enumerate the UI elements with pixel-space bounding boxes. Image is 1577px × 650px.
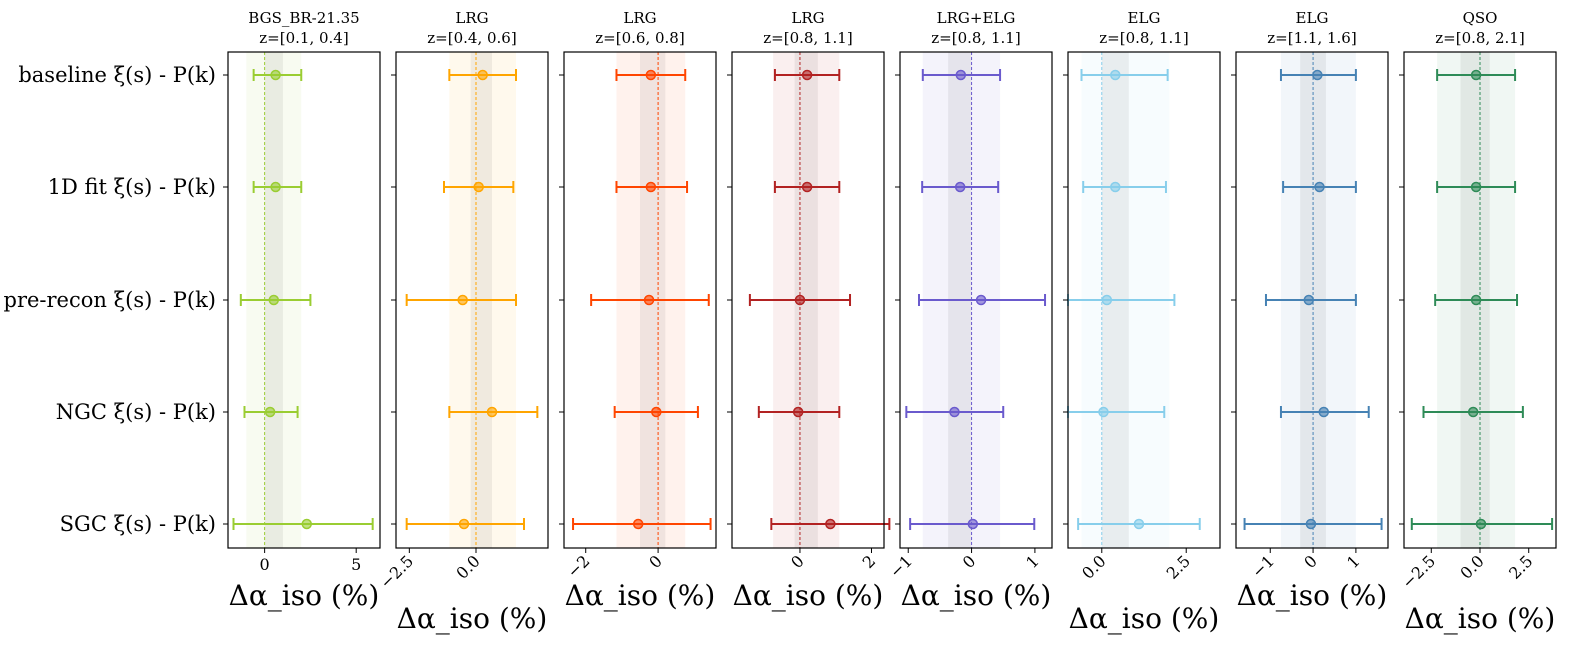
panel-1: 0 5 BGS_BR-21.35 z=[0.1, 0.4] Δα_iso (%) [223, 9, 381, 612]
panel-subtitle: z=[0.8, 1.1] [931, 29, 1020, 47]
data-point [1318, 406, 1330, 418]
panel-subtitle: z=[0.8, 2.1] [1435, 29, 1524, 47]
panel-title: BGS_BR-21.35 [248, 9, 359, 27]
data-point [1110, 181, 1121, 193]
panel-2: −2.5 0.0 LRG z=[0.4, 0.6] Δα_iso (%) [376, 9, 549, 635]
panel-title: LRG [455, 9, 488, 27]
x-tick-label: 0 [1300, 551, 1321, 572]
x-axis-label: Δα_iso (%) [733, 579, 884, 612]
data-point [801, 69, 813, 81]
data-point [1133, 518, 1145, 530]
data-point [954, 181, 966, 193]
x-tick-label: 0 [645, 551, 666, 572]
panel-title: LRG+ELG [937, 9, 1016, 27]
data-point [486, 406, 498, 418]
panel-7: −1 0 1 ELG z=[1.1, 1.6] Δα_iso (%) [1231, 9, 1389, 612]
x-tick-label: 0 [787, 551, 808, 572]
panel-subtitle: z=[0.1, 0.4] [259, 29, 348, 47]
panel-title: QSO [1463, 9, 1498, 27]
x-tick-label: −2.5 [1398, 551, 1439, 592]
data-point [268, 294, 280, 306]
data-point [1110, 69, 1121, 81]
row-label: pre-recon ξ(s) - P(k) [4, 288, 217, 312]
data-point [975, 294, 987, 306]
data-point [645, 69, 657, 81]
data-point [1098, 406, 1109, 418]
panel-title: ELG [1128, 9, 1161, 27]
data-point [1470, 69, 1482, 81]
x-axis-label: Δα_iso (%) [1405, 602, 1556, 635]
x-axis-label: Δα_iso (%) [397, 602, 548, 635]
panel-subtitle: z=[1.1, 1.6] [1267, 29, 1356, 47]
data-point [458, 518, 470, 530]
x-tick-label: 0.0 [1078, 551, 1109, 582]
x-tick-label: 1 [1022, 551, 1043, 572]
x-tick-label: −1 [886, 551, 916, 581]
data-point [645, 181, 657, 193]
data-point [1314, 181, 1325, 193]
data-point [801, 181, 813, 193]
data-point [264, 406, 276, 418]
x-tick-label: 1 [1343, 551, 1364, 572]
data-point [632, 518, 644, 530]
data-point [1303, 294, 1315, 306]
panel-subtitle: z=[0.8, 1.1] [1099, 29, 1188, 47]
x-axis-label: Δα_iso (%) [1237, 579, 1388, 612]
panel-5: −1 0 1 LRG+ELG z=[0.8, 1.1] Δα_iso (%) [886, 9, 1053, 612]
x-axis-label: Δα_iso (%) [565, 579, 716, 612]
data-point [651, 406, 662, 418]
panel-6: 0.0 2.5 ELG z=[0.8, 1.1] Δα_iso (%) [1063, 9, 1221, 635]
x-tick-label: 0 [959, 551, 980, 572]
x-tick-label: 2 [859, 551, 880, 572]
row-label: baseline ξ(s) - P(k) [18, 63, 216, 87]
panel-title: ELG [1296, 9, 1329, 27]
data-point [1470, 294, 1482, 306]
panel-4: 0 2 LRG z=[0.8, 1.1] Δα_iso (%) [727, 9, 891, 612]
panel-3: −2 0 LRG z=[0.6, 0.8] Δα_iso (%) [559, 9, 717, 612]
x-tick-label: 0.0 [1456, 551, 1487, 582]
x-tick-label: −1 [1248, 551, 1278, 581]
data-point [949, 406, 960, 418]
panel-subtitle: z=[0.8, 1.1] [763, 29, 852, 47]
x-tick-label: 0.0 [452, 551, 483, 582]
x-axis-label: Δα_iso (%) [1069, 602, 1220, 635]
x-tick-label: −2.5 [376, 551, 417, 592]
data-point [967, 518, 979, 530]
x-tick-label: 2.5 [1505, 551, 1536, 582]
x-axis-label: Δα_iso (%) [229, 579, 380, 612]
data-point [1470, 181, 1482, 193]
data-point [1475, 518, 1487, 530]
data-point [955, 69, 967, 81]
data-point [1467, 406, 1479, 418]
data-point [825, 518, 836, 530]
x-axis-label: Δα_iso (%) [901, 579, 1052, 612]
data-point [643, 294, 655, 306]
x-tick-label: 0 [260, 555, 270, 574]
row-label: 1D fit ξ(s) - P(k) [48, 175, 216, 199]
data-point [792, 406, 804, 418]
panel-subtitle: z=[0.6, 0.8] [595, 29, 684, 47]
data-point [473, 181, 484, 193]
row-label: NGC ξ(s) - P(k) [56, 400, 216, 424]
row-label: SGC ξ(s) - P(k) [60, 512, 216, 536]
data-point [477, 69, 488, 81]
x-tick-label: 2.5 [1163, 551, 1194, 582]
x-tick-label: −2 [563, 551, 593, 581]
data-point [270, 69, 281, 81]
data-point [1312, 69, 1323, 81]
panel-title: LRG [791, 9, 824, 27]
panel-title: LRG [623, 9, 656, 27]
data-point [1305, 518, 1317, 530]
data-point [794, 294, 806, 306]
data-point [270, 181, 281, 193]
data-point [457, 294, 468, 306]
panel-subtitle: z=[0.4, 0.6] [427, 29, 516, 47]
panel-8: −2.5 0.0 2.5 QSO z=[0.8, 2.1] Δα_iso (%) [1398, 9, 1557, 635]
data-point [301, 518, 312, 530]
data-point [1101, 294, 1113, 306]
x-tick-label: 5 [351, 555, 361, 574]
